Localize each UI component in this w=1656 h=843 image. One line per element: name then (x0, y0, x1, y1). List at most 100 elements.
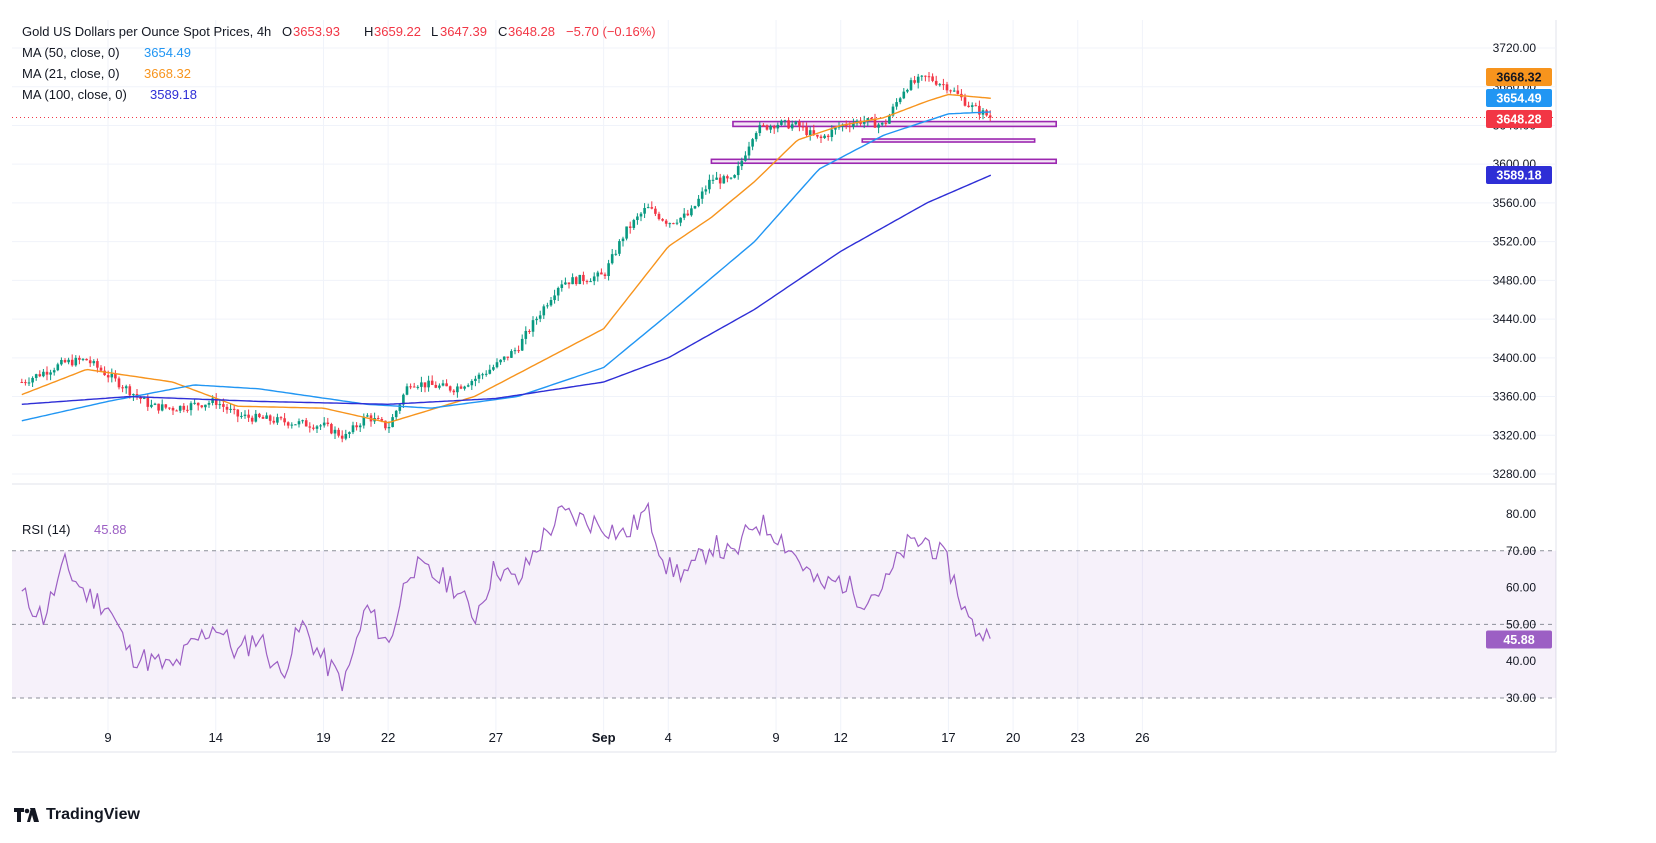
candle-body (358, 425, 362, 428)
candle-body (477, 374, 481, 379)
candle-body (214, 398, 218, 405)
candle-body (70, 359, 74, 366)
candle-body (816, 134, 819, 137)
candlesticks (20, 72, 992, 443)
candle-body (520, 338, 524, 351)
candle-body (258, 413, 261, 418)
candle-body (348, 432, 351, 434)
candle-body (502, 356, 506, 360)
candle-body (387, 427, 391, 429)
rsi-tick-label: 50.00 (1506, 617, 1536, 631)
candle-body (650, 207, 654, 209)
close-value: 3648.28 (508, 24, 555, 39)
candle-body (873, 118, 877, 128)
high-label: H (364, 24, 373, 39)
candle-body (160, 404, 164, 411)
candle-body (967, 105, 970, 107)
price-tick-label: 3560.00 (1493, 196, 1537, 210)
candle-body (153, 403, 157, 405)
candle-body (218, 404, 222, 406)
candle-body (481, 374, 484, 376)
candle-body (776, 124, 780, 129)
time-tick-label: 23 (1071, 730, 1085, 745)
candle-body (700, 191, 704, 199)
rsi-line-path (21, 501, 991, 692)
candle-body (204, 404, 207, 408)
candle-body (765, 125, 769, 130)
candle-body (499, 359, 502, 363)
rsi-tick-label: 60.00 (1506, 581, 1536, 595)
candle-body (78, 357, 81, 360)
candle-body (668, 223, 672, 225)
candle-body (686, 213, 690, 216)
tradingview-brand[interactable]: TradingView (14, 806, 140, 824)
candle-body (931, 76, 934, 81)
candle-body (333, 429, 337, 434)
candle-body (510, 351, 513, 358)
candle-body (549, 300, 553, 306)
candle-body (643, 207, 646, 214)
candle-body (848, 126, 852, 128)
candle-body (513, 350, 517, 352)
candle-body (27, 382, 31, 384)
candle-body (790, 124, 794, 129)
candle-body (380, 418, 384, 421)
time-tick-label: 17 (941, 730, 955, 745)
candle-body (632, 220, 636, 228)
candle-body (492, 367, 495, 370)
candle-body (531, 320, 535, 332)
candle-body (740, 160, 744, 167)
candle-body (85, 358, 88, 361)
candle-body (222, 404, 225, 407)
candle-body (286, 422, 290, 426)
rsi-value: 45.88 (94, 522, 127, 537)
grid (12, 20, 1557, 753)
candle-body (488, 369, 492, 374)
candle-body (956, 90, 960, 94)
candle-body (470, 381, 474, 386)
brand-name: TradingView (46, 806, 140, 823)
candle-body (351, 425, 355, 433)
price-label-tag (1486, 110, 1552, 128)
candle-body (128, 386, 132, 396)
candle-body (751, 139, 754, 147)
ma50-label: MA (50, close, 0) (22, 45, 120, 60)
candle-body (337, 429, 340, 436)
candle-body (31, 377, 34, 383)
candle-body (182, 405, 186, 410)
price-tick-label: 3280.00 (1493, 467, 1537, 481)
candle-body (780, 120, 783, 125)
candle-body (582, 274, 585, 282)
candle-body (236, 409, 240, 417)
candle-body (924, 75, 927, 77)
price-tick-label: 3520.00 (1493, 235, 1537, 249)
candle-body (308, 426, 312, 428)
candle-body (250, 417, 254, 422)
candle-body (268, 415, 272, 421)
candle-body (186, 409, 189, 411)
support-zone (710, 158, 1058, 165)
price-label-text: 3654.49 (1496, 92, 1541, 106)
candle-body (254, 413, 258, 422)
candle-body (193, 402, 196, 404)
candle-body (661, 219, 664, 221)
candle-body (200, 405, 204, 408)
candle-body (794, 121, 798, 125)
price-label-text: 3589.18 (1496, 169, 1541, 183)
candle-body (798, 121, 801, 127)
open-label: O (282, 24, 292, 39)
rsi-tick-label: 30.00 (1506, 691, 1536, 705)
candle-body (110, 373, 114, 378)
candle-body (711, 179, 715, 181)
candle-body (466, 385, 470, 387)
candle-body (124, 386, 128, 389)
candle-body (837, 126, 841, 128)
candle-body (974, 105, 978, 107)
candle-body (682, 213, 686, 218)
rsi-tick-label: 40.00 (1506, 654, 1536, 668)
candle-body (884, 122, 888, 124)
candle-body (625, 226, 628, 239)
candle-body (283, 418, 286, 423)
ma21-value: 3668.32 (144, 66, 191, 81)
